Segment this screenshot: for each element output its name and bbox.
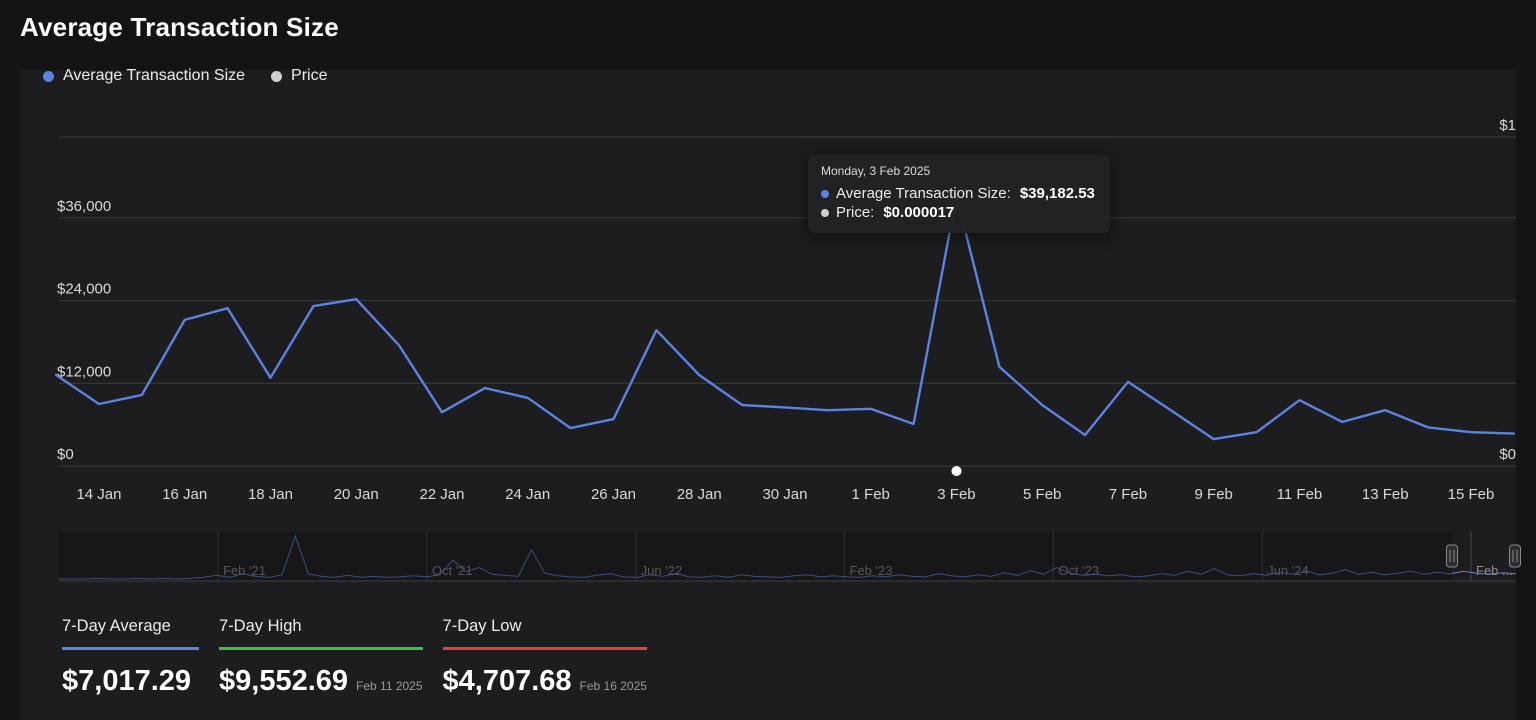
tooltip-dot-avg-icon xyxy=(821,189,829,198)
stat-7day-average: 7-Day Average $7,017.29 xyxy=(62,617,200,698)
tooltip-label-avg: Average Transaction Size: xyxy=(836,185,1011,202)
chart-tooltip: Monday, 3 Feb 2025 Average Transaction S… xyxy=(808,155,1110,233)
stat-label-7day-low: 7-Day Low xyxy=(442,617,647,650)
stat-date-7day-high: Feb 11 2025 xyxy=(356,679,423,693)
tooltip-dot-price-icon xyxy=(821,208,829,217)
legend-label-price: Price xyxy=(291,67,328,84)
stat-7day-high: 7-Day High $9,552.69 Feb 11 2025 xyxy=(219,617,423,698)
tooltip-value-avg: $39,182.53 xyxy=(1019,185,1095,202)
legend-label-avg: Average Transaction Size xyxy=(63,67,246,84)
stat-label-7day-high: 7-Day High xyxy=(219,617,423,650)
tooltip-date: Monday, 3 Feb 2025 xyxy=(821,164,931,178)
stat-value-7day-high: $9,552.69 xyxy=(219,665,349,697)
stat-label-7day-average: 7-Day Average xyxy=(62,617,200,650)
stat-7day-low: 7-Day Low $4,707.68 Feb 16 2025 xyxy=(442,617,647,698)
chart-legend: Average Transaction Size Price xyxy=(43,67,327,85)
stat-value-7day-low: $4,707.68 xyxy=(442,665,572,697)
legend-dot-price-icon xyxy=(271,70,283,82)
stat-value-7day-average: $7,017.29 xyxy=(62,665,192,697)
legend-item-price[interactable]: Price xyxy=(271,67,327,85)
tooltip-row-avg: Average Transaction Size: $39,182.53 xyxy=(821,184,1097,203)
tooltip-row-price: Price: $0.000017 xyxy=(821,203,1097,222)
tooltip-label-price: Price: xyxy=(836,204,875,221)
legend-item-avg-transaction-size[interactable]: Average Transaction Size xyxy=(43,67,245,85)
legend-dot-avg-icon xyxy=(43,70,54,82)
stats-row: 7-Day Average $7,017.29 7-Day High $9,55… xyxy=(62,617,647,698)
tooltip-value-price: $0.000017 xyxy=(883,204,955,221)
stat-date-7day-low: Feb 16 2025 xyxy=(579,679,647,693)
page-title: Average Transaction Size xyxy=(20,12,339,42)
